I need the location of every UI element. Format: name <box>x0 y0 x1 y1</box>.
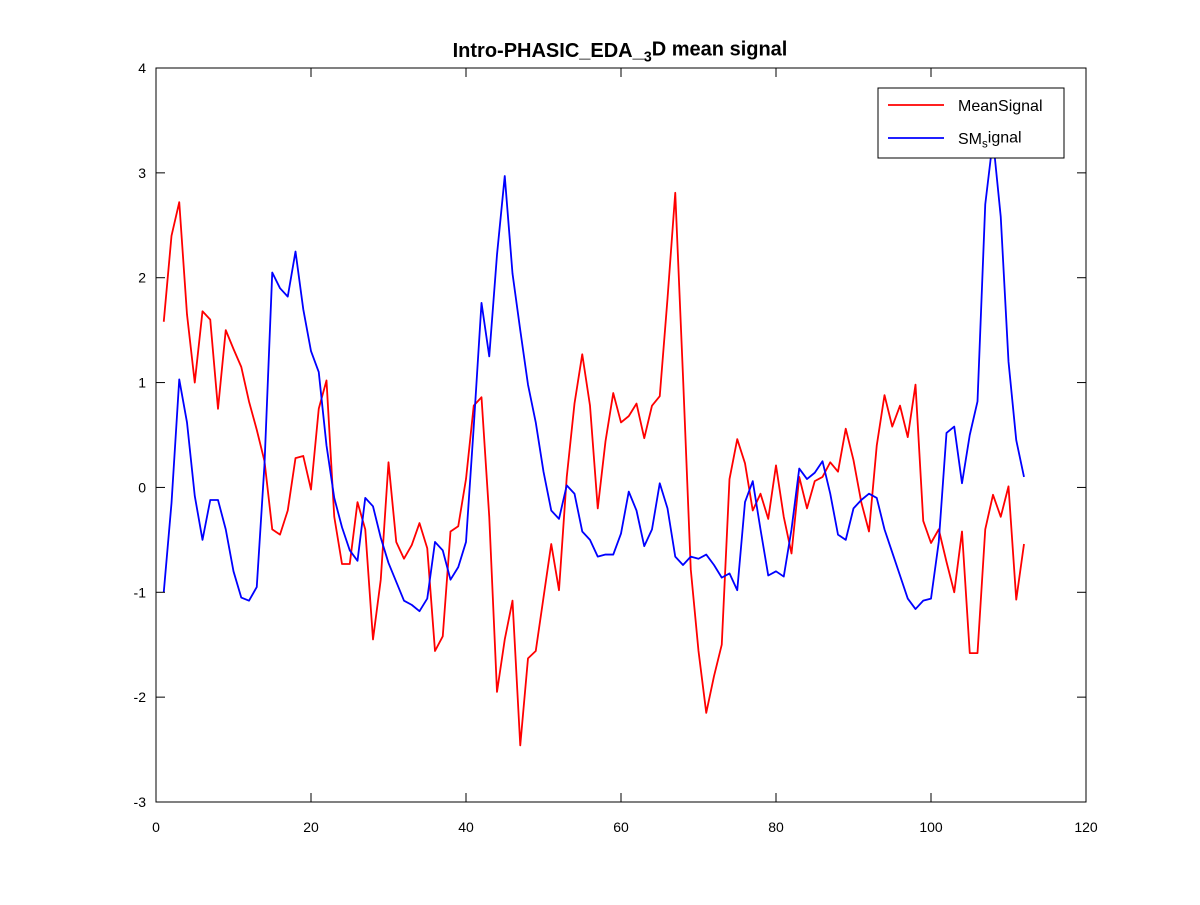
text-part: SM <box>958 131 982 148</box>
text-part: s <box>982 138 988 150</box>
x-tick-label: 120 <box>1074 819 1098 835</box>
y-tick-label: 4 <box>138 60 146 76</box>
x-tick-label: 60 <box>613 819 629 835</box>
legend-box <box>877 87 1065 159</box>
y-tick-label: 2 <box>138 270 146 286</box>
y-tick-label: -1 <box>134 584 147 600</box>
series-line-0 <box>162 191 1025 747</box>
text-part: MeanSignal <box>958 98 1043 115</box>
plot-area <box>162 138 1025 747</box>
x-tick-label: 20 <box>303 819 319 835</box>
text-part: 3 <box>644 49 652 65</box>
y-tick-label: 3 <box>138 165 146 181</box>
legend-label-0: MeanSignal <box>958 98 1043 115</box>
y-tick-label: 0 <box>138 479 146 495</box>
y-tick-label: 1 <box>138 375 146 391</box>
axes: 0 20 40 60 80 100 120 -3 -2 -1 0 1 2 3 4 <box>134 60 1098 835</box>
y-tick-label: -2 <box>134 689 147 705</box>
legend: MeanSignal SMsignal <box>877 87 1065 159</box>
x-tick-label: 40 <box>458 819 474 835</box>
legend-label-1: SMsignal <box>958 130 1022 151</box>
text-part: ignal <box>988 130 1022 147</box>
chart-title: Intro-PHASIC_EDA_3D mean signal <box>453 38 788 65</box>
text-part: Intro-PHASIC_EDA_ <box>453 40 645 62</box>
x-tick-label: 0 <box>152 819 160 835</box>
x-tick-label: 80 <box>768 819 784 835</box>
text-part: D mean signal <box>652 38 788 60</box>
y-tick-label: -3 <box>134 794 147 810</box>
series-line-1 <box>162 138 1025 613</box>
x-tick-label: 100 <box>919 819 943 835</box>
